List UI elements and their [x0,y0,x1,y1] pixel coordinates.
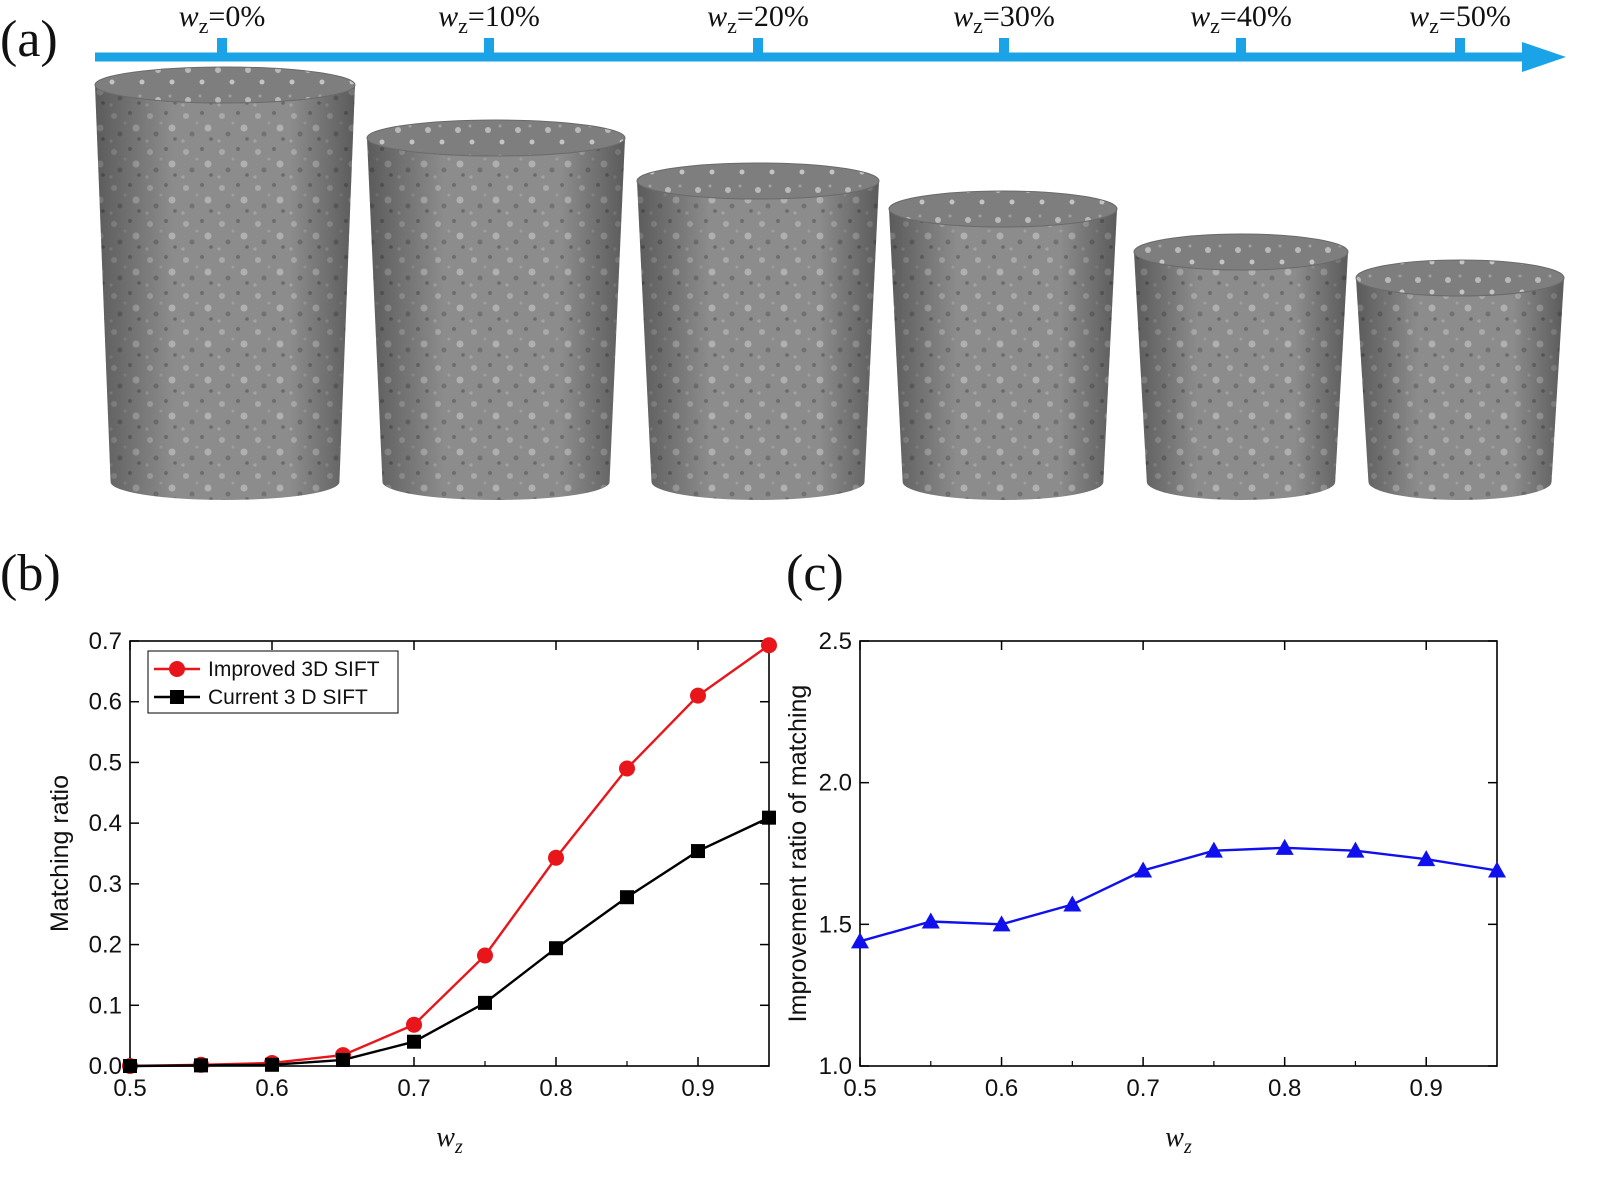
scale-label: wz=40% [1190,0,1292,38]
data-point [1204,841,1223,858]
data-point [478,995,492,1010]
series [123,810,776,1073]
series-line [859,846,1498,943]
y-tick-label: 0.2 [89,932,122,959]
specimen-cylinder [94,66,356,500]
arrow-head [1522,42,1566,72]
specimens [94,66,1565,501]
x-tick-label: 0.7 [1126,1075,1159,1102]
data-point [619,760,635,777]
specimen-cylinder [366,119,626,500]
y-axis-title: Improvement ratio of matching [784,685,812,1023]
y-tick-label: 0.7 [89,628,122,655]
x-tick-label: 0.9 [681,1075,714,1102]
x-tick-label: 0.7 [397,1075,430,1102]
data-point [690,687,706,704]
y-tick-label: 1.0 [819,1053,852,1080]
chart-c: 0.5 0.6 0.7 0.8 0.9 1.0 1.5 2.0 2.5 wz Improvement… [784,628,1506,1158]
legend-item: Improved 3D SIFT [154,658,380,681]
x-tick-label: 0.5 [113,1075,146,1102]
specimen-cylinder [1355,259,1565,501]
legend: Improved 3D SIFT Current 3 D SIFT [147,650,399,714]
y-tick-label: 2.5 [819,628,852,655]
scale-label: wz=10% [438,0,540,38]
plot-frame [859,640,1498,1067]
x-tick-label: 0.6 [985,1075,1018,1102]
data-point [620,890,634,905]
data-point [548,849,564,866]
scale-tick [484,38,494,54]
data-point [1417,850,1436,867]
x-tick-label: 0.8 [1268,1075,1301,1102]
scale-labels: wz=0% wz=10% wz=20% wz=30% wz=40% wz=50% [179,0,1511,38]
y-axis-title: Matching ratio [46,775,74,932]
scale-arrow [95,38,1566,72]
data-point [761,637,777,654]
data-point [406,1016,422,1033]
data-point [336,1052,350,1067]
legend-label: Current 3 D SIFT [208,686,368,709]
data-point [1063,895,1082,912]
legend-item: Current 3 D SIFT [154,686,368,709]
scale-tick [1455,38,1465,54]
data-point [549,941,563,956]
data-point [851,932,869,949]
y-tick-label: 0.6 [89,689,122,716]
y-tick-label: 0.4 [89,810,122,837]
x-tick-label: 0.9 [1410,1075,1443,1102]
plot-frame [129,640,770,1067]
series-line [129,816,770,1068]
x-tick-label: 0.8 [539,1075,572,1102]
data-point [477,947,493,964]
y-tick-label: 0.5 [89,749,122,776]
x-axis-title: wz [436,1122,463,1158]
y-tick-label: 0.0 [89,1053,122,1080]
data-point [1346,841,1365,858]
scale-tick [753,38,763,54]
scale-tick [999,38,1009,54]
y-tick-label: 0.1 [89,992,122,1019]
scale-label: wz=20% [707,0,809,38]
data-point [194,1058,208,1073]
series-line [129,644,770,1068]
data-point [762,810,776,825]
data-point [265,1057,279,1072]
y-tick-label: 1.5 [819,911,852,938]
specimen-cylinder [636,162,880,500]
panel-c-label: (c) [786,545,844,602]
scale-label: wz=30% [953,0,1055,38]
data-point [407,1034,421,1049]
panel-a-label: (a) [0,11,58,68]
y-tick-label: 0.3 [89,871,122,898]
data-point [691,844,705,859]
series [851,838,1506,949]
data-point [921,912,940,929]
chart-b: 0.5 0.6 0.7 0.8 0.90.00.10.20.30.40.50.60.7w… [46,628,777,1158]
y-tick-label: 2.0 [819,770,852,797]
scale-tick [1236,38,1246,54]
data-point [992,915,1011,932]
data-point [123,1059,137,1073]
legend-box [147,650,399,714]
scale-tick [217,38,227,54]
data-point [1488,861,1506,878]
panel-b-label: (b) [0,545,61,602]
data-point [1134,861,1153,878]
scale-label: wz=0% [179,0,266,38]
specimen-cylinder [888,190,1118,500]
x-tick-label: 0.5 [843,1075,876,1102]
data-point [1275,838,1294,855]
x-tick-label: 0.6 [255,1075,288,1102]
scale-label: wz=50% [1409,0,1511,38]
legend-label: Improved 3D SIFT [208,658,380,681]
specimen-cylinder [1133,233,1349,500]
x-axis-title: wz [1165,1122,1192,1158]
